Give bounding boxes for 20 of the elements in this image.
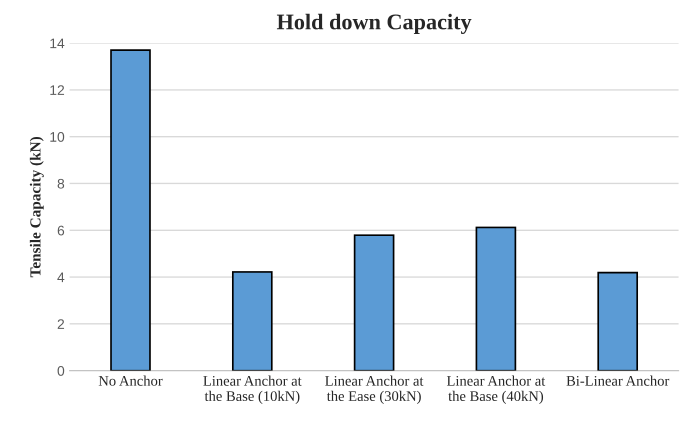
y-tick-label: 14 (50, 38, 64, 48)
bar (110, 49, 151, 371)
bar (476, 226, 516, 371)
chart-title: Hold down Capacity (276, 14, 472, 34)
x-tick-label: No Anchor (98, 376, 163, 386)
x-tick-label: Bi-Linear Anchor (566, 376, 670, 386)
y-tick-label: 0 (58, 366, 64, 376)
y-tick-label: 8 (58, 178, 64, 189)
y-tick-label: 2 (58, 319, 64, 329)
y-tick-label: 6 (58, 226, 64, 236)
y-tick-label: 12 (50, 85, 64, 95)
y-axis-title: Tensile Capacity (kN) (30, 136, 44, 278)
y-tick-label: 10 (50, 132, 64, 142)
x-tick-label: Linear Anchor at the Base (10kN) (203, 376, 302, 404)
x-tick-label: Linear Anchor at the Base (40kN) (446, 376, 546, 404)
bar (597, 272, 638, 371)
bar (354, 234, 394, 371)
y-tick-label: 4 (57, 272, 64, 282)
bar (232, 271, 273, 371)
x-tick-label: Linear Anchor at the Ease (30kN) (325, 376, 424, 404)
